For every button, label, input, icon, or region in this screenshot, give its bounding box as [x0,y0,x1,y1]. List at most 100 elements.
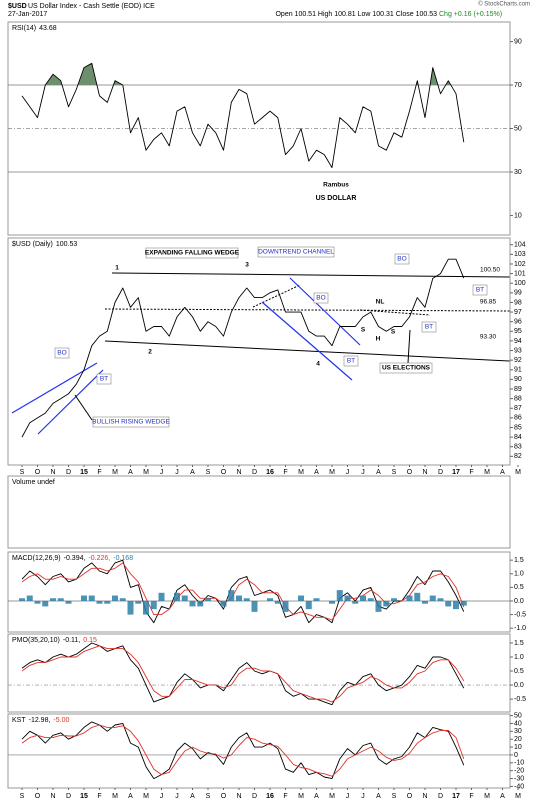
panel-frame [7,551,511,633]
histogram-bar [274,600,281,604]
x-tick-label: M [143,793,149,800]
panel-frame [7,713,511,789]
annotation: BT [476,287,484,294]
x-tick-label: O [35,469,41,476]
x-tick-label: A [190,469,195,476]
series-line [21,562,465,621]
annotation-box [343,355,359,367]
x-tick-label: S [392,793,397,800]
histogram-bar [181,595,188,601]
x-tick-label: M [112,793,118,800]
series-line [21,642,465,706]
x-tick-label: D [66,469,71,476]
y-tick-label: 97 [514,309,522,316]
histogram-bar [391,598,397,601]
annotation: 1 [115,265,119,272]
x-tick-label: S [392,469,397,476]
trend-line [104,308,511,312]
histogram-bar [19,598,25,601]
x-tick-label: J [346,793,350,800]
annotation: US DOLLAR [316,195,357,202]
trend-line [252,284,301,308]
x-tick-label: O [221,469,227,476]
annotation: S [391,329,396,336]
annotation: 93.30 [480,334,497,341]
y-tick-label: 88 [514,395,522,402]
x-tick-label: N [422,793,427,800]
legend-value: -5.00 [53,717,69,724]
y-tick-label: 94 [514,338,522,345]
annotation: BO [57,350,66,357]
annotation: NL [376,299,385,306]
source: © StockCharts.com [478,1,530,8]
y-tick-label: 0.5 [514,584,524,591]
x-tick-label: A [500,793,505,800]
x-tick-label: N [50,469,55,476]
y-tick-label: 20 [514,736,522,743]
annotation: 2 [148,349,152,356]
x-tick-label: A [376,469,381,476]
x-tick-label: M [112,469,118,476]
x-tick-label: D [252,793,257,800]
y-tick-label: 85 [514,424,522,431]
histogram-bar [453,600,459,610]
x-tick-label: D [438,793,443,800]
y-tick-label: 104 [514,242,526,249]
series-line [21,724,465,777]
histogram-bar [119,598,126,601]
y-tick-label: 87 [514,405,522,412]
quote: Open 100.51 High 100.81 Low 100.31 Close… [275,11,437,18]
x-tick-label: J [160,469,164,476]
annotation-box [96,373,112,385]
x-tick-label: F [283,469,287,476]
legend-value: -0.226, [88,555,110,562]
y-tick-label: 102 [514,261,526,268]
histogram-bar [383,600,390,607]
y-tick-label: 95 [514,328,522,335]
x-tick-label: M [515,469,521,476]
y-tick-label: 92 [514,357,522,364]
y-tick-label: 82 [514,453,522,460]
legend-title: $USD (Daily) [12,241,53,248]
x-tick-label: J [175,793,179,800]
legend-value: -0.11, [63,637,80,644]
histogram-bar [367,598,374,601]
y-tick-label: 10 [514,744,522,751]
annotation: BT [100,376,108,383]
histogram-bar [437,598,444,601]
annotation: US ELECTIONS [382,365,431,372]
y-tick-label: 86 [514,415,522,422]
x-tick-label: N [236,793,241,800]
y-tick-label: -30 [514,775,524,782]
annotation: 96.85 [480,299,497,306]
annotation: S [361,327,366,334]
annotation-box [257,246,335,258]
change: Chg +0.16 (+0.15%) [439,11,502,18]
histogram-bar [305,600,312,610]
volume-panel [7,475,511,549]
annotation-box [54,347,70,359]
annotation: Rambus [323,182,349,189]
annotation: H [376,336,381,343]
neckline [359,309,431,316]
x-tick-label: J [361,469,365,476]
y-tick-label: 90 [514,376,522,383]
x-tick-label: A [376,793,381,800]
histogram-bar [251,600,258,612]
annotation-box [313,292,329,304]
x-tick-label: O [35,793,41,800]
x-tick-label: M [515,793,521,800]
x-tick-label: O [407,469,413,476]
y-tick-label: 99 [514,290,522,297]
x-tick-label: F [97,469,101,476]
histogram-bar [112,595,118,601]
histogram-bar [220,600,227,607]
histogram-bar [65,600,72,604]
y-tick-label: 98 [514,299,522,306]
legend-value: -0.394, [64,555,86,562]
annotation-box [145,247,239,259]
y-tick-label: 0 [514,752,518,759]
x-tick-label: A [500,469,505,476]
annotation-box [379,362,433,374]
